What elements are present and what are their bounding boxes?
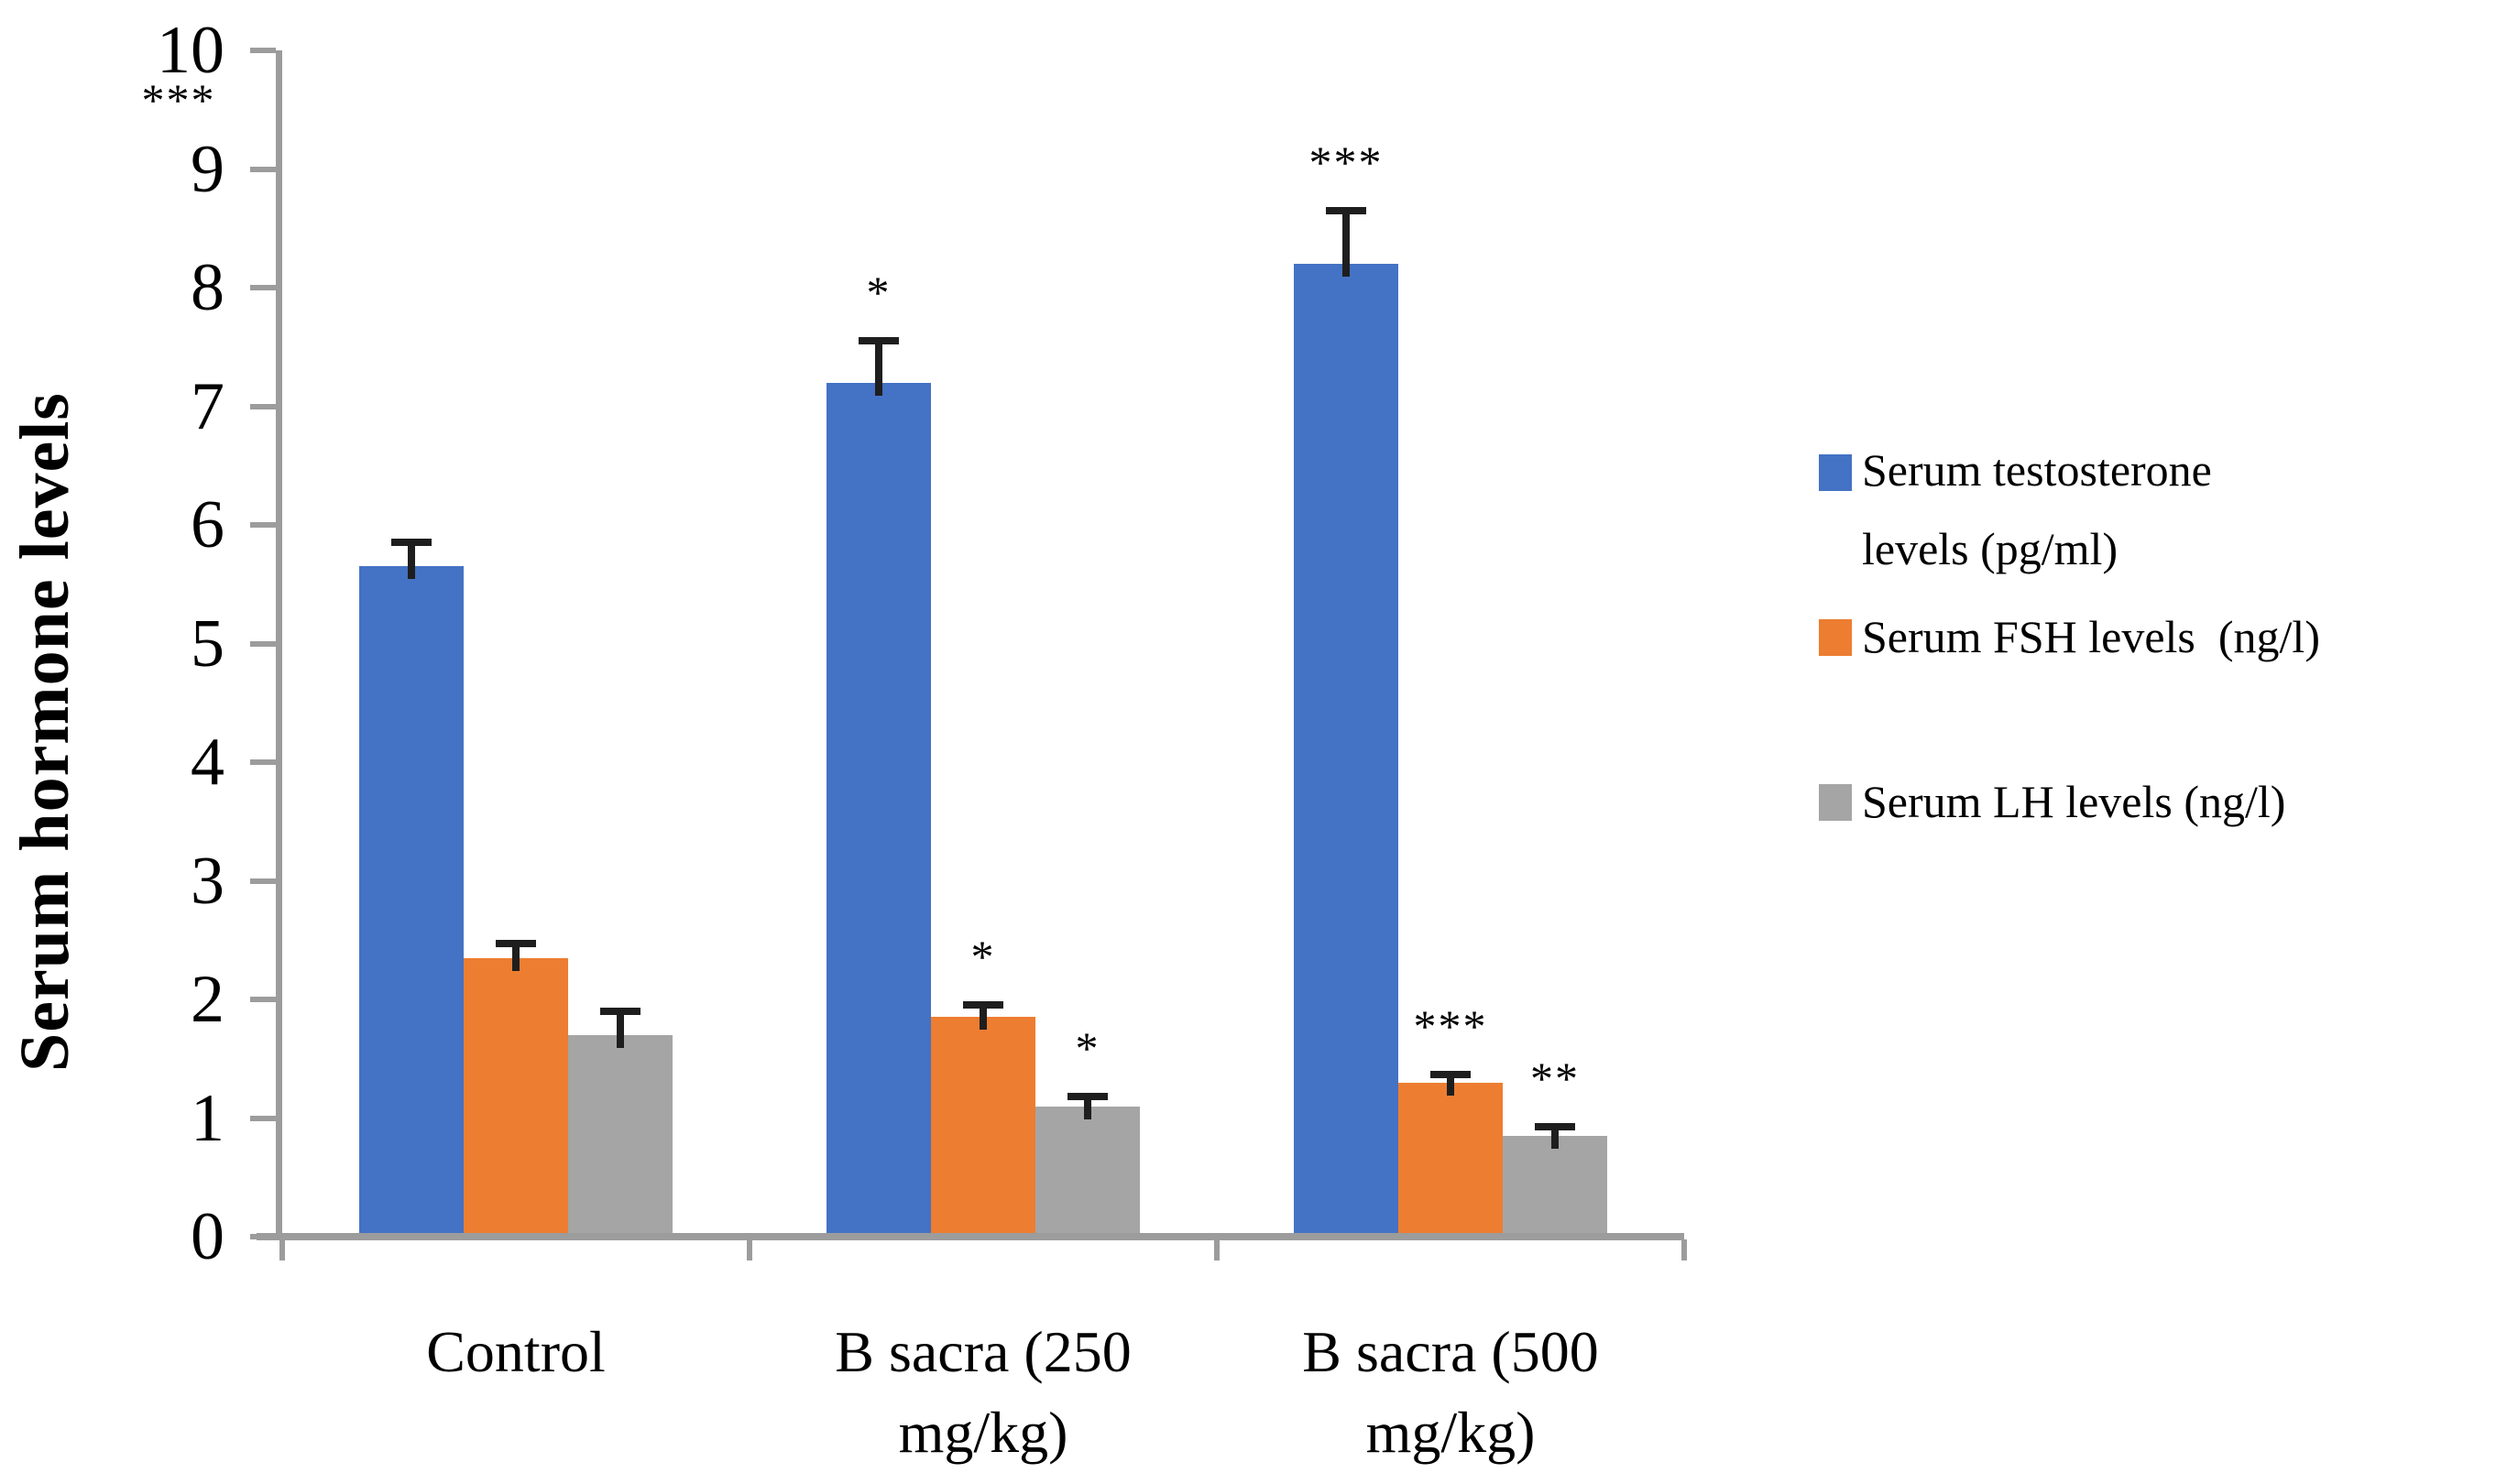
y-tick <box>250 48 276 53</box>
error-bar-cap <box>1067 1093 1108 1101</box>
legend-item: Serum testosterone levels (pg/ml) <box>1814 421 2492 898</box>
y-tick-label: 7 <box>191 368 224 444</box>
error-bar-cap <box>391 539 432 547</box>
y-tick <box>250 640 276 647</box>
legend: Serum testosterone levels (pg/ml) Serum FS… <box>1814 421 2492 898</box>
category-label: mg/kg) <box>898 1400 1068 1465</box>
legend-label: levels (pg/ml) <box>1862 523 2118 574</box>
bar-lh-group1 <box>568 1034 673 1233</box>
annotation-top-left: *** <box>141 74 216 125</box>
y-tick-label: 9 <box>191 131 224 207</box>
y-tick <box>250 285 276 290</box>
error-bar-whisker <box>1551 1126 1559 1149</box>
error-bar-whisker <box>1447 1074 1454 1096</box>
y-tick <box>250 759 276 765</box>
category-label: B sacra (500 <box>1302 1319 1599 1384</box>
significance-label: *** <box>1308 136 1384 188</box>
significance-label: * <box>866 267 892 319</box>
x-axis-line <box>257 1233 1684 1240</box>
bar-lh-group3 <box>1503 1135 1607 1233</box>
error-bar-cap <box>1430 1070 1471 1078</box>
y-tick <box>250 997 276 1002</box>
category-label: mg/kg) <box>1365 1400 1536 1465</box>
error-bar-whisker <box>980 1005 987 1031</box>
bar-testosterone-group1 <box>359 566 464 1233</box>
bar-testosterone-group3 <box>1294 264 1398 1233</box>
y-tick-label: 8 <box>191 250 224 325</box>
significance-label: * <box>970 931 996 983</box>
error-bar-whisker <box>1342 210 1350 278</box>
legend-item: Serum FSH levels (ng/l) <box>1814 421 2492 898</box>
y-tick-label: 6 <box>191 487 224 562</box>
y-tick-label: 1 <box>191 1080 224 1156</box>
y-tick-label: 3 <box>191 843 224 919</box>
significance-label: *** <box>1413 999 1488 1052</box>
legend-swatch-lh <box>1819 784 1852 821</box>
bar-testosterone-group2 <box>827 382 931 1233</box>
legend-swatch-testosterone <box>1819 454 1852 491</box>
error-bar-cap <box>963 1001 1003 1009</box>
bar-fsh-group2 <box>931 1017 1035 1233</box>
x-tick <box>1681 1239 1687 1260</box>
y-tick-label: 10 <box>157 13 224 88</box>
category-label: Control <box>426 1319 606 1384</box>
y-tick <box>250 166 276 172</box>
error-bar-cap <box>1326 206 1366 214</box>
error-bar-whisker <box>875 341 882 396</box>
legend-label: Serum testosterone <box>1862 444 2212 496</box>
bar-fsh-group1 <box>464 957 568 1233</box>
x-tick <box>747 1239 752 1260</box>
y-tick <box>250 878 276 884</box>
y-tick <box>250 403 276 409</box>
bar-fsh-group3 <box>1398 1082 1503 1233</box>
error-bar-whisker <box>408 542 415 580</box>
y-tick <box>250 1234 276 1239</box>
y-tick-label: 2 <box>191 962 224 1037</box>
y-tick-label: 0 <box>191 1199 224 1274</box>
y-tick-label: 4 <box>191 725 224 800</box>
error-bar-whisker <box>512 944 520 971</box>
significance-label: * <box>1075 1022 1100 1075</box>
error-bar-cap <box>859 337 899 345</box>
significance-label: ** <box>1530 1052 1580 1104</box>
error-bar-whisker <box>617 1010 624 1048</box>
legend-label: Serum FSH levels (ng/l) <box>1862 611 2320 662</box>
legend-swatch-fsh <box>1819 619 1852 656</box>
legend-item: Serum LH levels (ng/l) <box>1814 421 2492 898</box>
y-tick-label: 5 <box>191 606 224 682</box>
bar-lh-group2 <box>1035 1106 1140 1233</box>
error-bar-cap <box>496 940 536 948</box>
error-bar-cap <box>1535 1122 1575 1130</box>
error-bar-whisker <box>1084 1097 1091 1119</box>
error-bar-cap <box>600 1007 640 1015</box>
x-tick <box>279 1239 285 1260</box>
category-label: B sacra (250 <box>835 1319 1132 1384</box>
y-axis-line <box>276 50 282 1237</box>
y-tick <box>250 522 276 528</box>
x-tick <box>1214 1239 1220 1260</box>
y-tick <box>250 1115 276 1121</box>
legend-label: Serum LH levels (ng/l) <box>1862 776 2286 827</box>
